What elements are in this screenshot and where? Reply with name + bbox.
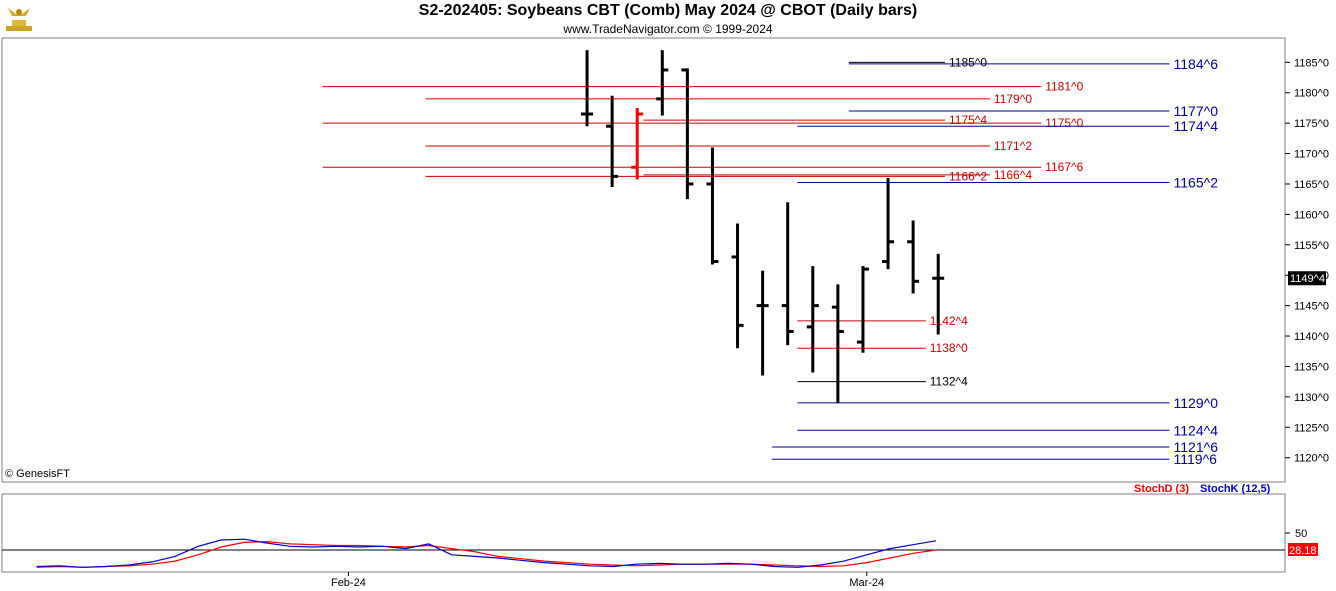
price-bar [731,223,744,349]
y-tick-label: 1180^0 [1294,88,1329,100]
y-tick-label: 1145^0 [1294,301,1329,313]
y-tick-label: 1130^0 [1294,392,1329,404]
price-bar [706,147,719,265]
y-tick-label: 1140^0 [1294,331,1329,343]
chart-title: S2-202405: Soybeans CBT (Comb) May 2024 … [418,2,918,19]
level-label: 1138^0 [930,341,968,355]
price-bar [756,270,769,376]
level-label: 1119^6 [1174,451,1218,467]
level-label: 1166^4 [994,168,1032,182]
bull-trophy-icon [2,2,36,34]
y-tick-label: 1135^0 [1294,361,1329,373]
level-label: 1121^6 [1174,439,1219,455]
y-tick-label: 1155^0 [1294,240,1329,252]
y-tick-label: 1165^0 [1294,179,1329,191]
level-label: 1132^4 [930,375,968,389]
price-bar [781,202,794,346]
levels-layer: 1185^0 1184^6 1181^0 1179^0 1177^0 1175^4 1175… [322,55,1219,467]
copyright-label: © GenesisFT [5,468,70,480]
level-label: 1181^0 [1045,80,1083,94]
y-tick-label: 1175^0 [1294,118,1329,130]
price-bar [856,266,869,353]
level-label: 1129^0 [1174,395,1219,411]
stoch-plot-frame [1,493,1286,573]
level-label: 1165^2 [1174,174,1219,190]
level-label: 1175^0 [1045,116,1083,130]
x-tick-label: Mar-24 [849,577,884,589]
price-bar [631,107,644,180]
level-label: 1124^4 [1174,422,1219,438]
x-axis-labels: Feb-24 Mar-24 [331,572,884,589]
level-label: 1174^4 [1174,118,1219,134]
stoch-last-label: 28.18 [1289,545,1317,557]
last-price-marker [1288,271,1326,286]
legend-stochd: StochD (3) [1134,483,1189,495]
level-label: 1171^2 [994,139,1032,153]
level-label: 1167^6 [1045,160,1083,174]
price-bar [581,50,594,127]
price-bar [681,68,694,200]
y-tick-label: 1120^0 [1294,453,1329,465]
main-plot-frame [1,37,1286,483]
price-bar [882,177,895,270]
level-label: 1166^2 [949,169,987,183]
level-label: 1142^4 [930,314,968,328]
level-label: 1184^6 [1174,56,1219,72]
y-tick-label: 1125^0 [1294,422,1329,434]
price-bar [656,50,669,116]
stochk-line [36,538,937,568]
price-bar [932,253,945,335]
price-bar [806,266,819,373]
stochastic-layer: 50 28.18 [2,528,1318,568]
level-label: 1185^0 [949,55,987,69]
stochd-line [36,540,937,568]
stoch-tick-label: 50 [1295,528,1307,540]
stoch-last-marker [1288,543,1318,557]
level-label: 1175^4 [949,113,987,127]
chart-subtitle: www.TradeNavigator.com © 1999-2024 [563,22,773,36]
level-label: 1177^0 [1174,103,1219,119]
y-tick-label: 1170^0 [1294,149,1329,161]
price-bar [831,284,844,403]
y-tick-label: 1185^0 [1294,57,1329,69]
legend-stochk: StochK (12,5) [1200,483,1271,495]
price-bar [907,220,920,294]
level-label: 1179^0 [994,92,1032,106]
x-tick-label: Feb-24 [331,577,366,589]
price-bar [606,95,619,188]
y-tick-label: 1160^0 [1294,209,1329,221]
price-bars-layer [581,50,945,403]
y-axis-ticks: 1185^0 1180^0 1175^0 1170^0 1165^0 1160^0 1155… [1285,57,1329,465]
last-price-label: 1149^4 [1290,273,1325,285]
